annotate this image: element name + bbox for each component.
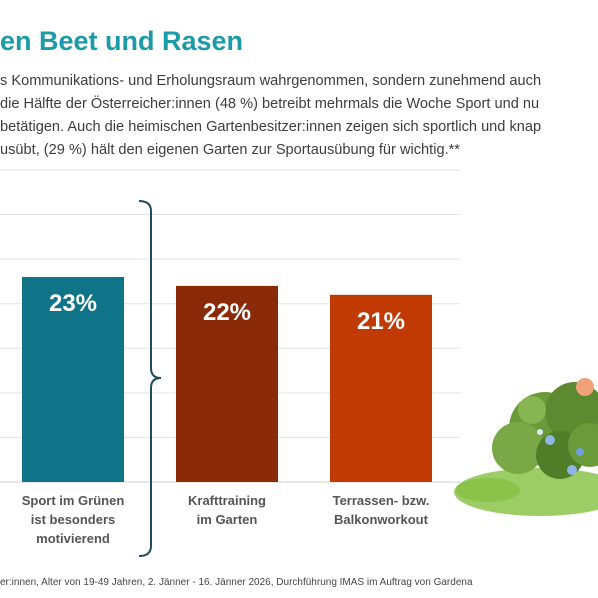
page-title: en Beet und Rasen bbox=[0, 26, 244, 56]
bracket-shape bbox=[138, 200, 162, 557]
category-label: Terrassen- bzw. Balkonworkout bbox=[333, 493, 430, 527]
value-label: 23% bbox=[49, 290, 97, 317]
intro-line: usübt, (29 %) hält den eigenen Garten zu… bbox=[0, 142, 460, 158]
category-labels: Sport im Grünen ist besonders motivierend K… bbox=[22, 493, 430, 546]
footnote: er:innen, Alter von 19-49 Jahren, 2. Jän… bbox=[0, 577, 473, 588]
garden-shrub-illustration bbox=[454, 378, 598, 516]
intro-line: die Hälfte der Österreicher:innen (48 %)… bbox=[0, 96, 540, 112]
bars bbox=[22, 276, 432, 482]
value-label: 21% bbox=[357, 308, 405, 335]
bar bbox=[22, 276, 124, 482]
bar bbox=[176, 285, 278, 482]
bar bbox=[330, 294, 432, 482]
category-label: Krafttraining im Garten bbox=[188, 493, 266, 527]
intro-line: s Kommunikations- und Erholungsraum wahr… bbox=[0, 73, 542, 89]
intro-text: s Kommunikations- und Erholungsraum wahr… bbox=[0, 70, 598, 162]
intro-line: betätigen. Auch die heimischen Gartenbes… bbox=[0, 119, 542, 135]
value-labels: 23% 22% 21% bbox=[49, 290, 405, 335]
category-label: Sport im Grünen ist besonders motivierend bbox=[22, 493, 125, 546]
value-label: 22% bbox=[203, 299, 251, 326]
